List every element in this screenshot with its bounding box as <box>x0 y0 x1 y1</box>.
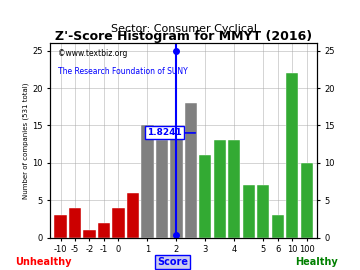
Bar <box>54 215 67 238</box>
Bar <box>141 126 154 238</box>
Text: Score: Score <box>157 257 188 267</box>
Bar <box>127 193 139 238</box>
Bar <box>271 215 284 238</box>
Bar <box>301 163 313 238</box>
Bar <box>112 208 125 238</box>
Bar <box>98 223 110 238</box>
Text: The Research Foundation of SUNY: The Research Foundation of SUNY <box>58 66 188 76</box>
Bar <box>199 155 211 238</box>
Bar <box>170 133 183 238</box>
Bar <box>286 73 298 238</box>
Bar <box>69 208 81 238</box>
Bar <box>243 185 255 238</box>
Title: Z'-Score Histogram for MMYT (2016): Z'-Score Histogram for MMYT (2016) <box>55 30 312 43</box>
Text: 1.8241: 1.8241 <box>147 129 182 137</box>
Bar <box>228 140 240 238</box>
Text: Sector: Consumer Cyclical: Sector: Consumer Cyclical <box>111 25 257 35</box>
Bar <box>156 140 168 238</box>
Bar <box>213 140 226 238</box>
Text: Healthy: Healthy <box>296 257 338 267</box>
Text: ©www.textbiz.org: ©www.textbiz.org <box>58 49 128 58</box>
Bar <box>257 185 269 238</box>
Text: Unhealthy: Unhealthy <box>15 257 71 267</box>
Y-axis label: Number of companies (531 total): Number of companies (531 total) <box>23 82 30 199</box>
Bar <box>185 103 197 238</box>
Bar <box>83 230 96 238</box>
